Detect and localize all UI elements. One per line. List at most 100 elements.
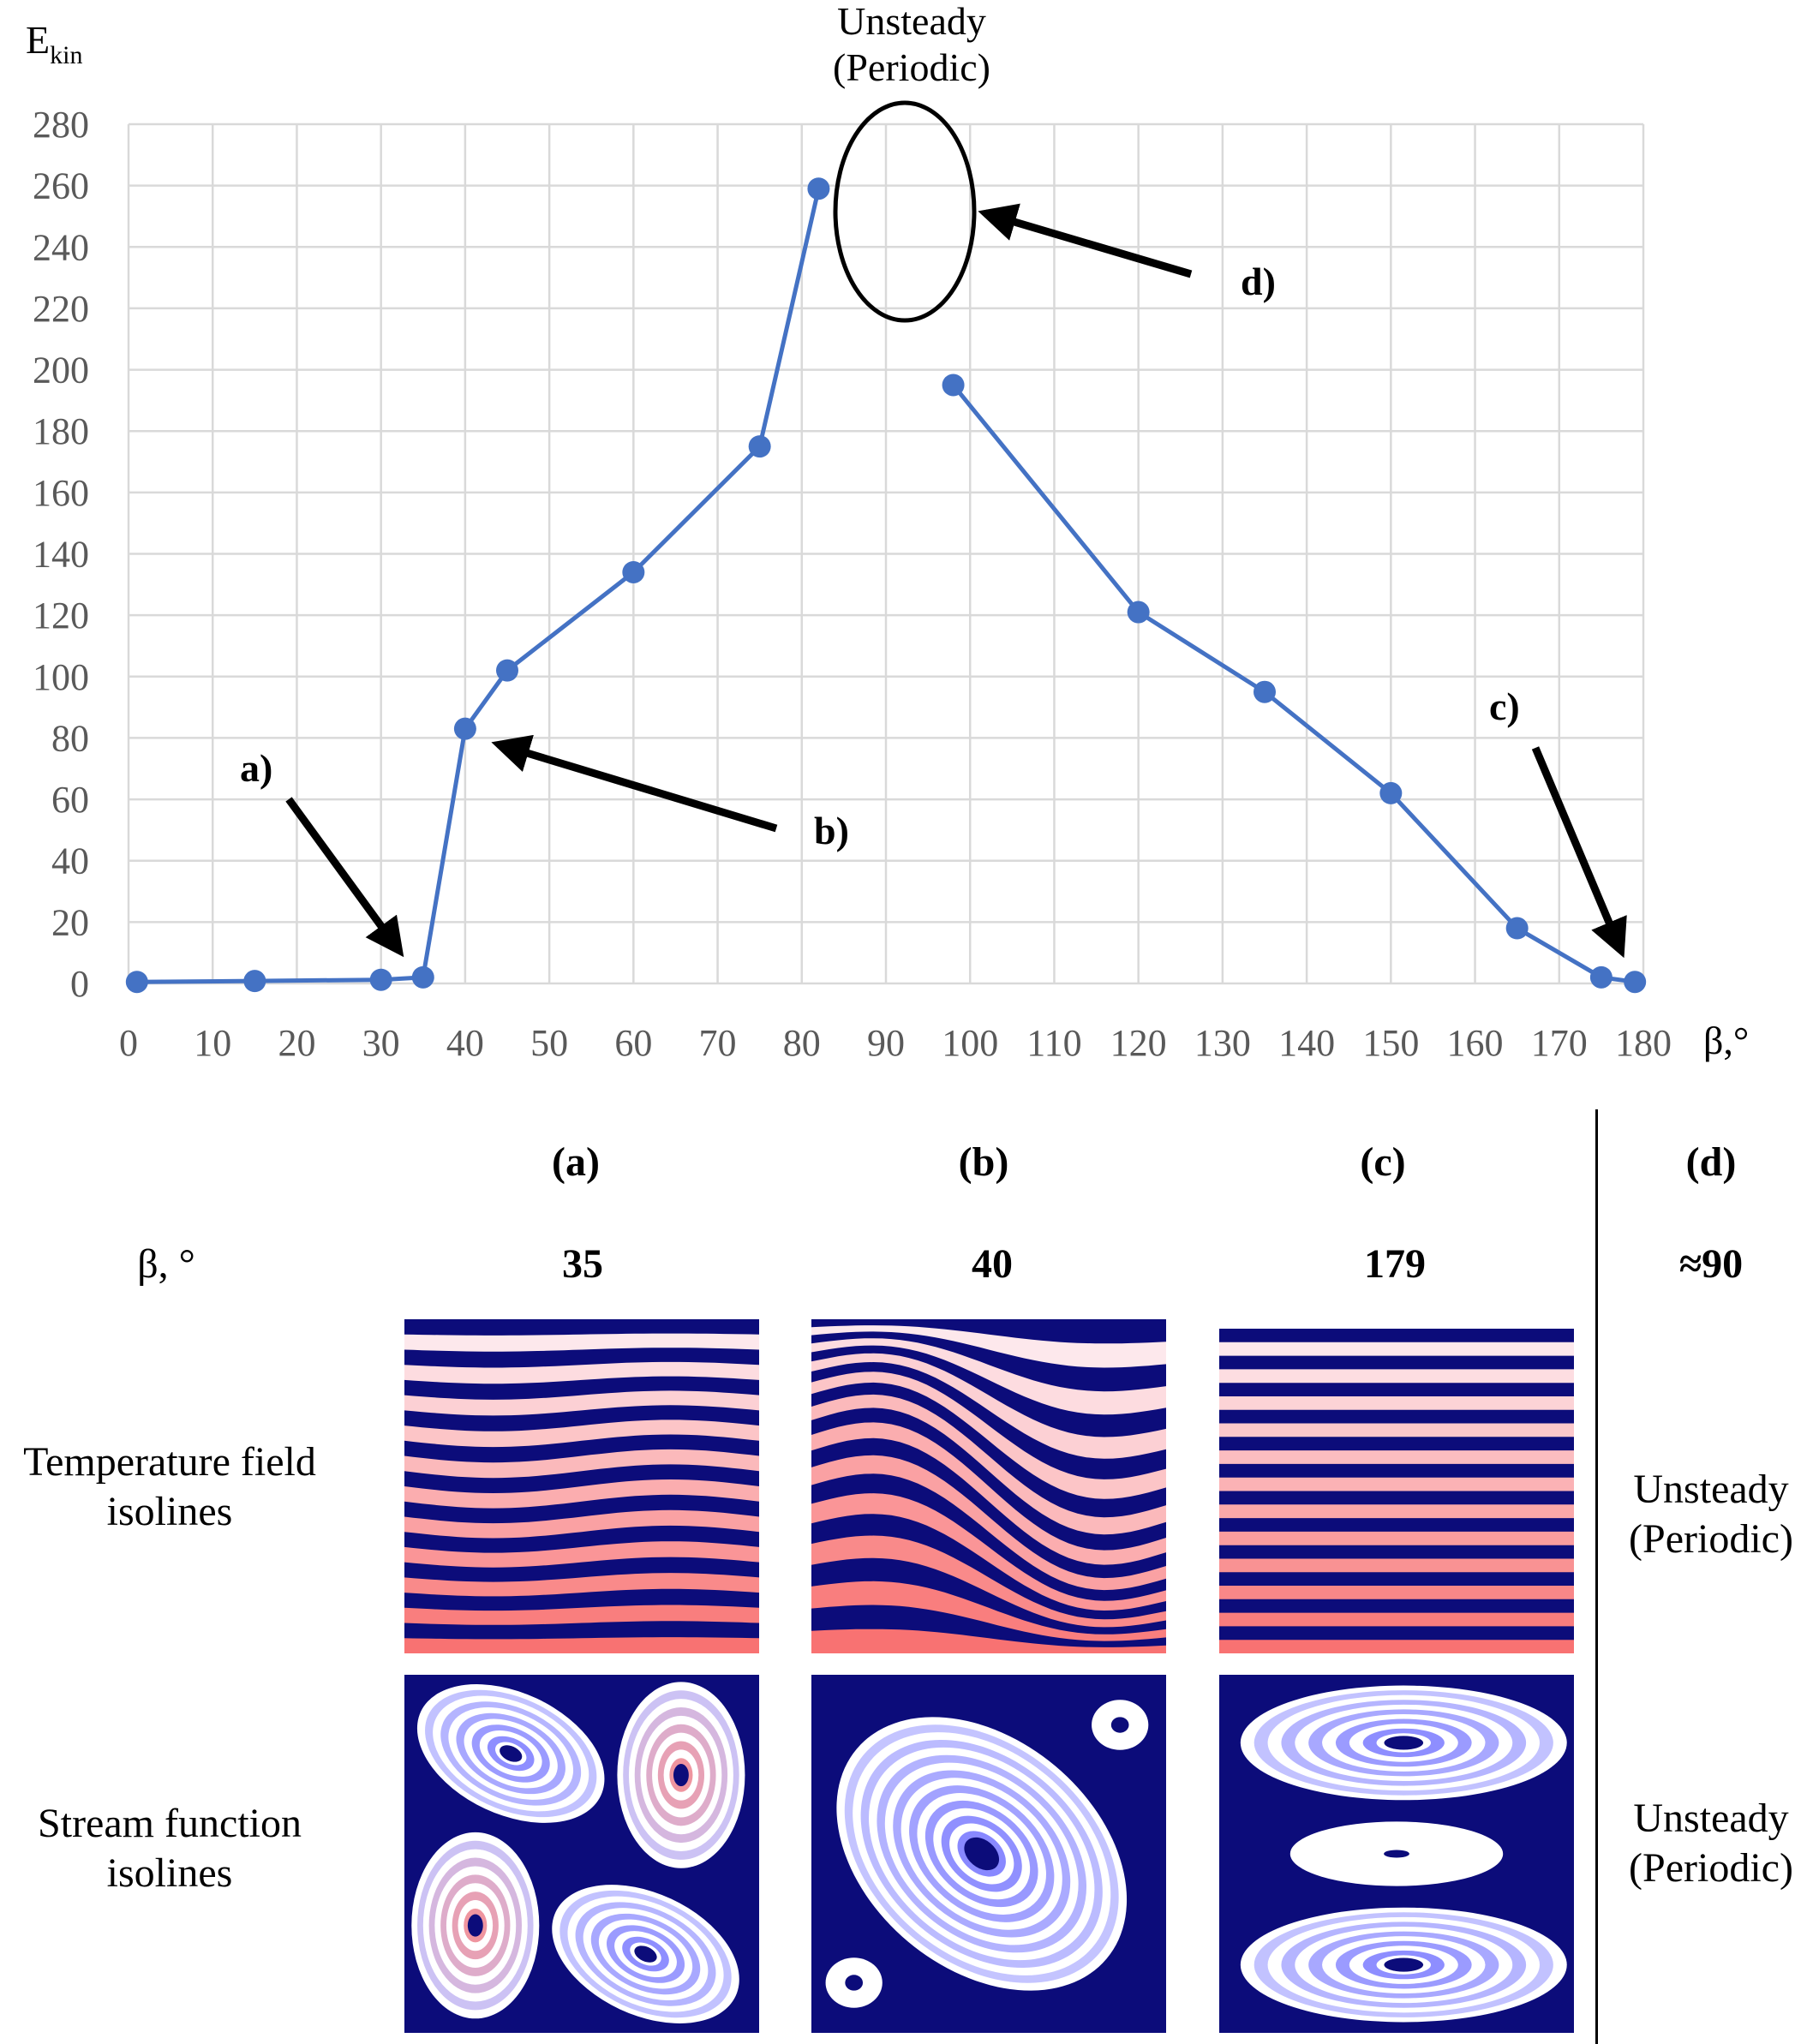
vortex-core [1384,1850,1409,1858]
x-tick-label: 30 [362,1022,400,1064]
beta-value-d: ≈90 [1678,1241,1744,1287]
temp-b-plot [811,1325,1166,1653]
temperature-band [404,1605,759,1625]
temperature-band [404,1390,759,1416]
col-header-a: (a) [552,1139,600,1185]
unsteady-stream-line2: (Periodic) [1629,1844,1793,1891]
x-tick-label: 0 [119,1022,138,1064]
data-point [807,177,830,200]
column-divider [1595,1109,1598,2044]
temperature-band [1219,1531,1574,1545]
annotation-b: b) [814,809,849,852]
beta-value-a: 35 [562,1241,603,1287]
y-tick-label: 160 [33,472,89,514]
arrow-a [285,797,404,958]
temperature-band [811,1455,1166,1591]
corner-eddy-core [1110,1717,1129,1733]
x-tick-label: 70 [699,1022,737,1064]
x-tick-label: 20 [278,1022,315,1064]
unsteady-stream-label: Unsteady (Periodic) [1629,1794,1793,1892]
x-tick-label: 150 [1362,1022,1419,1064]
stream-a-plot [404,1675,759,2033]
data-point [125,971,148,994]
stream-c-plot [1219,1675,1574,2033]
data-point [411,965,434,989]
col-header-b: (b) [958,1139,1009,1185]
stream-isolines-b [811,1675,1166,2033]
temperature-band [811,1629,1166,1653]
temperature-band [811,1338,1166,1415]
y-tick-label: 180 [33,410,89,452]
temperature-band [404,1637,759,1653]
data-point [748,435,771,458]
col-header-c: (c) [1360,1139,1406,1185]
arrow-b [491,734,778,833]
x-tick-labels: 0 10 20 30 40 50 60 70 80 90 100 110 120 130 140 150 160… [119,1022,1672,1064]
x-tick-label: 80 [783,1022,821,1064]
vortex-core [964,1837,1000,1871]
x-tick-label: 40 [446,1022,484,1064]
temperature-band [1219,1342,1574,1356]
x-tick-label: 10 [194,1022,231,1064]
stream-row-label-line1: Stream function [38,1801,302,1846]
temperature-band [404,1541,759,1568]
arrow-c [1531,746,1627,959]
unsteady-region-label-line2: (Periodic) [833,45,990,89]
ekin-vs-beta-chart: 0 10 20 30 40 50 60 70 80 90 100 110 120 130 140 150 160… [26,0,1749,1064]
x-tick-label: 60 [614,1022,652,1064]
temperature-band [811,1422,1166,1565]
y-tick-label: 20 [51,901,89,943]
temperature-band [404,1419,759,1448]
temperature-band [1219,1504,1574,1519]
col-header-d: (d) [1685,1139,1737,1185]
data-point [1589,965,1613,989]
temperature-band [811,1394,1166,1535]
temperature-band [404,1333,759,1352]
y-tick-label: 120 [33,595,89,637]
temperature-row-label-line2: isolines [106,1488,233,1534]
data-point [1505,917,1529,940]
temperature-band [1219,1450,1574,1464]
annotation-d: d) [1241,260,1276,303]
temperature-isolines-c [1219,1329,1574,1653]
temperature-band [1219,1396,1574,1410]
beta-value-b: 40 [972,1241,1013,1287]
unsteady-temperature-label: Unsteady (Periodic) [1629,1465,1793,1563]
x-tick-label: 180 [1615,1022,1672,1064]
data-point [369,968,392,991]
y-tick-label: 40 [51,840,89,882]
corner-eddy-core [845,1975,864,1991]
data-series [125,177,1647,994]
x-tick-label: 100 [942,1022,998,1064]
unsteady-region-ellipse [833,100,977,323]
x-tick-label: 50 [530,1022,568,1064]
vortex-core [500,1745,523,1762]
x-tick-label: 120 [1110,1022,1167,1064]
y-tick-label: 60 [51,779,89,821]
stream-row-label-line2: isolines [106,1850,233,1896]
temperature-band [404,1449,759,1479]
temperature-band [1219,1477,1574,1491]
beta-value-c: 179 [1364,1241,1426,1287]
temperature-band [1219,1586,1574,1599]
temperature-band [404,1361,759,1384]
y-tick-label: 280 [33,104,89,146]
unsteady-region-label-line1: Unsteady [837,0,986,43]
unsteady-temperature-line1: Unsteady [1633,1467,1789,1512]
data-point [1379,781,1403,804]
vortex-core [467,1914,483,1937]
unsteady-temperature-line2: (Periodic) [1629,1515,1793,1562]
x-tick-label: 130 [1194,1022,1251,1064]
temperature-band [1219,1369,1574,1384]
stream-b-plot [811,1675,1166,2033]
temperature-isolines-a [404,1319,759,1653]
unsteady-stream-line1: Unsteady [1633,1796,1789,1841]
temperature-band [811,1325,1166,1368]
data-point [942,374,965,397]
temperature-row-label: Temperature field isolines [23,1437,316,1536]
beta-row-label: β, ° [137,1241,195,1287]
y-axis-label: Ekin [26,18,82,69]
temperature-band [811,1581,1166,1641]
temperature-band [1219,1640,1574,1653]
data-point [1254,680,1276,703]
